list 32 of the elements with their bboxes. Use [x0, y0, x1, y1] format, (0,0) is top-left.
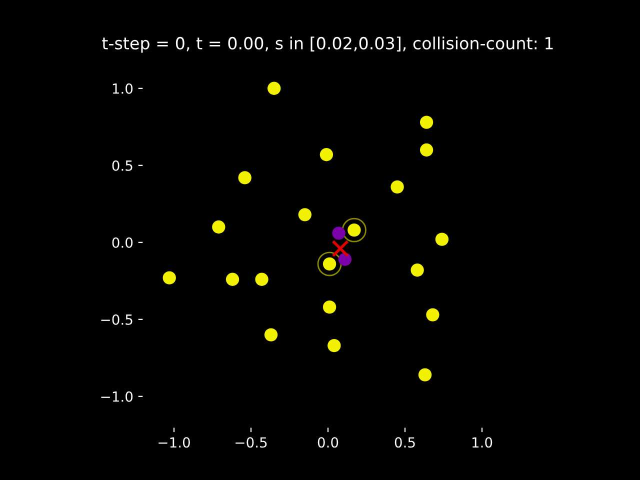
point	[238, 171, 252, 184]
point	[410, 264, 424, 277]
point	[226, 272, 240, 286]
point	[162, 271, 176, 284]
point	[390, 180, 404, 194]
point	[320, 148, 334, 162]
x-tick-label: 1.0	[472, 437, 492, 448]
y-tick-label: −1.0	[101, 391, 133, 402]
point	[426, 308, 440, 322]
point	[322, 300, 336, 314]
x-tick-label: −1.0	[158, 437, 190, 448]
point	[212, 220, 226, 234]
point	[255, 272, 268, 286]
y-tick-label: 0.5	[112, 160, 132, 171]
point	[338, 252, 352, 266]
y-tick-label: −0.5	[101, 314, 132, 325]
x-tick-label: 0.5	[394, 437, 415, 448]
point	[332, 226, 346, 240]
point	[420, 116, 434, 129]
point	[298, 208, 312, 222]
x-tick-label: 0.0	[318, 437, 338, 448]
point	[264, 328, 278, 342]
point	[328, 338, 341, 352]
point	[332, 240, 349, 258]
y-tick-label: 0.0	[112, 237, 133, 248]
y-tick-label: 1.0	[112, 83, 133, 94]
point	[268, 82, 281, 95]
x-tick-label: −0.5	[236, 437, 267, 448]
point	[418, 368, 432, 382]
chart-title: t-step = 0, t = 0.00, s in [0.02,0.03], collision-count: 1	[102, 36, 553, 53]
point	[435, 232, 449, 246]
point	[420, 143, 434, 157]
